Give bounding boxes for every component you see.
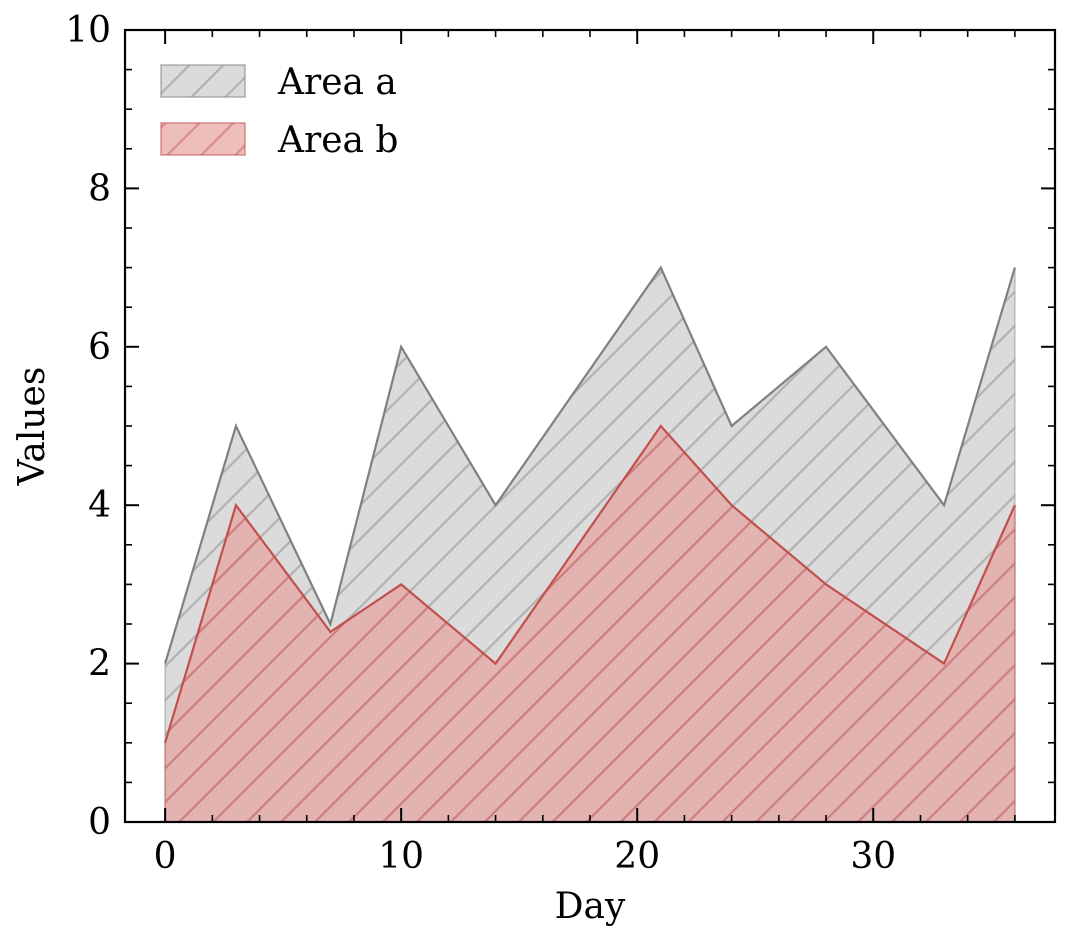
x-axis-label: Day xyxy=(555,886,626,927)
y-tick-label: 6 xyxy=(88,327,111,368)
x-tick-label: 30 xyxy=(850,836,896,877)
legend-swatch xyxy=(160,64,246,98)
legend-swatch xyxy=(160,122,246,156)
legend-label: Area b xyxy=(277,120,398,161)
y-tick-label: 2 xyxy=(88,644,111,685)
legend: Area a Area b xyxy=(160,62,398,161)
series-line-area-b xyxy=(164,424,1016,744)
y-axis-label: Values xyxy=(12,367,53,487)
series-line-area-a xyxy=(164,265,1016,664)
x-tick-label: 20 xyxy=(614,836,660,877)
legend-label: Area a xyxy=(277,62,397,103)
legend-item-area-a: Area a xyxy=(160,62,397,103)
legend-item-area-b: Area b xyxy=(160,120,398,161)
x-tick-label: 0 xyxy=(154,836,177,877)
y-tick-label: 4 xyxy=(88,485,111,526)
y-tick-label: 8 xyxy=(88,168,111,209)
x-tick-label: 10 xyxy=(378,836,424,877)
ticks-layer: 0 10 20 30 0 2 4 6 8 10 xyxy=(65,10,1055,877)
area-fill-area-b xyxy=(165,426,1015,822)
areas-layer xyxy=(164,265,1016,823)
y-tick-label: 0 xyxy=(88,802,111,843)
y-tick-label: 10 xyxy=(65,10,111,51)
